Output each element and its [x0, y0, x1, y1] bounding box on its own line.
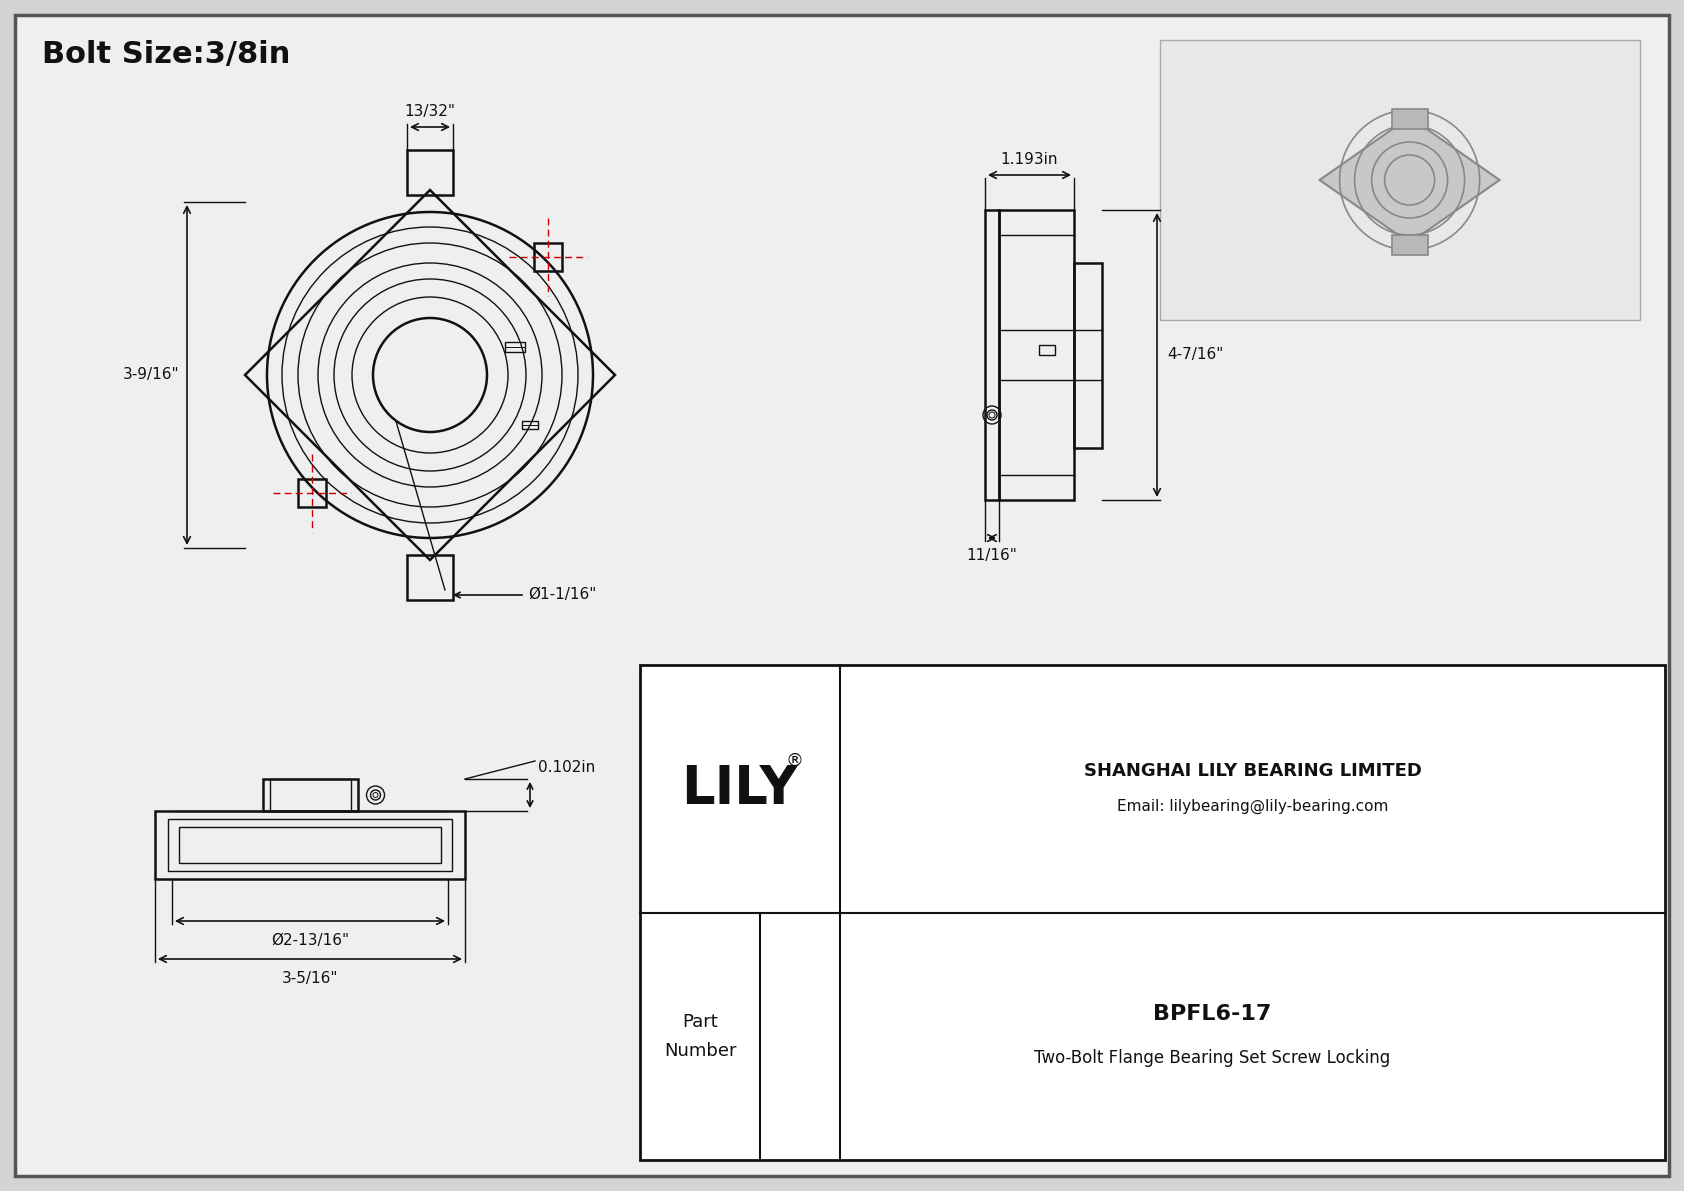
Text: 0.102in: 0.102in — [537, 760, 594, 774]
Text: Bolt Size:3/8in: Bolt Size:3/8in — [42, 40, 290, 69]
Bar — [179, 827, 441, 863]
Bar — [408, 555, 453, 600]
Bar — [408, 150, 453, 195]
Bar — [1074, 262, 1101, 448]
Bar — [640, 665, 1665, 1160]
Text: 11/16": 11/16" — [967, 548, 1017, 563]
Text: ®: ® — [786, 752, 803, 769]
Bar — [522, 420, 537, 429]
Text: 3-9/16": 3-9/16" — [123, 368, 179, 382]
Text: BPFL6-17: BPFL6-17 — [1154, 1004, 1271, 1024]
Text: 13/32": 13/32" — [404, 104, 455, 119]
Text: LILY: LILY — [682, 762, 798, 815]
Bar — [505, 342, 525, 353]
Bar — [1160, 40, 1640, 320]
Bar — [155, 811, 465, 879]
Bar — [263, 779, 357, 811]
Text: 3-5/16": 3-5/16" — [281, 971, 338, 986]
Text: Ø1-1/16": Ø1-1/16" — [529, 587, 596, 603]
Bar — [985, 210, 999, 500]
Bar — [168, 819, 451, 871]
Bar — [999, 210, 1074, 500]
Text: Email: lilybearing@lily-bearing.com: Email: lilybearing@lily-bearing.com — [1116, 799, 1388, 815]
Bar — [1039, 345, 1054, 355]
Text: SHANGHAI LILY BEARING LIMITED: SHANGHAI LILY BEARING LIMITED — [1083, 762, 1421, 780]
Text: Part
Number: Part Number — [663, 1012, 736, 1060]
Polygon shape — [1320, 117, 1499, 243]
Text: Two-Bolt Flange Bearing Set Screw Locking: Two-Bolt Flange Bearing Set Screw Lockin… — [1034, 1049, 1391, 1067]
Bar — [534, 243, 562, 272]
Text: 4-7/16": 4-7/16" — [1167, 348, 1223, 362]
Text: Ø2-13/16": Ø2-13/16" — [271, 933, 349, 948]
Bar — [1391, 235, 1428, 255]
Bar — [269, 779, 350, 811]
Bar — [298, 479, 327, 507]
Bar — [1391, 110, 1428, 129]
Text: 1.193in: 1.193in — [1000, 152, 1058, 167]
